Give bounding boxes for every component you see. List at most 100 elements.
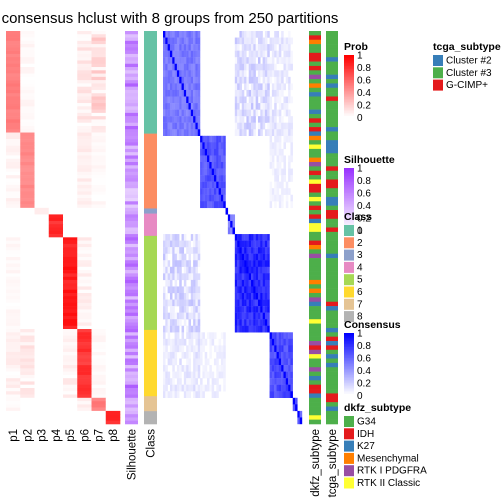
consensus-cell — [181, 306, 185, 313]
consensus-cell — [251, 116, 254, 123]
consensus-cell — [186, 50, 189, 58]
column-label-dkfz-subtype: dkfz_subtype — [310, 429, 322, 497]
consensus-cell — [163, 234, 166, 241]
membership-cell — [91, 420, 107, 425]
consensus-cell — [183, 306, 187, 313]
column-label-p7: p7 — [94, 429, 106, 442]
membership-cell — [20, 240, 35, 245]
consensus-cell — [257, 247, 261, 254]
membership-cell — [63, 263, 78, 268]
consensus-cell — [239, 122, 242, 130]
membership-cell — [34, 168, 50, 173]
class-block-8 — [144, 411, 157, 425]
membership-cell — [34, 116, 50, 120]
consensus-cell — [181, 332, 185, 340]
silhouette-legend-gradient-step — [344, 172, 354, 175]
consensus-cell — [278, 142, 282, 150]
consensus-cell — [195, 103, 198, 110]
membership-cell — [6, 309, 21, 313]
membership-cell — [91, 201, 107, 205]
consensus-cell — [283, 371, 286, 379]
consensus-cell — [169, 319, 173, 326]
consensus-cell — [281, 391, 284, 398]
consensus-cell — [179, 312, 182, 320]
membership-cell — [48, 207, 64, 212]
consensus-cell — [260, 234, 263, 241]
consensus-cell — [209, 384, 212, 392]
consensus-cell — [234, 50, 238, 58]
consensus-cell — [204, 181, 208, 189]
consensus-cell — [169, 351, 173, 359]
consensus-legend-gradient-step — [344, 336, 354, 339]
silhouette-cell — [125, 109, 138, 114]
consensus-cell — [271, 63, 275, 71]
membership-cell — [63, 119, 78, 123]
consensus-cell — [213, 378, 217, 385]
consensus-cell — [285, 50, 289, 58]
consensus-cell — [257, 63, 261, 71]
membership-cell — [6, 109, 21, 114]
membership-cell — [34, 286, 50, 291]
consensus-cell — [213, 142, 217, 150]
membership-cell — [6, 60, 21, 65]
consensus-cell — [193, 299, 196, 307]
silhouette-cell — [125, 112, 138, 117]
consensus-cell — [165, 70, 168, 78]
consensus-cell — [269, 371, 273, 379]
consensus-cell — [251, 31, 254, 38]
prob-legend-gradient-step — [344, 76, 354, 79]
consensus-cell — [251, 57, 254, 64]
consensus-cell — [290, 155, 293, 163]
dkfz-subtype-cell — [309, 410, 321, 416]
membership-cell — [20, 34, 35, 38]
membership-cell — [20, 119, 35, 123]
tcga-subtype-cell — [326, 393, 338, 399]
column-label-p6: p6 — [79, 429, 91, 442]
membership-cell — [48, 256, 64, 261]
consensus-legend-gradient-step — [344, 350, 354, 353]
consensus-cell — [274, 63, 277, 71]
consensus-cell — [195, 240, 198, 248]
consensus-cell — [264, 63, 268, 71]
consensus-cell — [237, 319, 240, 326]
consensus-cell — [188, 89, 191, 97]
consensus-cell — [183, 253, 187, 261]
membership-cell — [48, 99, 64, 104]
dkfz-subtype-cell — [309, 367, 321, 372]
class-legend-label: 3 — [357, 250, 363, 261]
consensus-cell — [253, 109, 256, 117]
silhouette-cell — [125, 217, 138, 222]
consensus-cell — [281, 116, 284, 123]
membership-cell — [48, 342, 64, 346]
membership-cell — [91, 152, 107, 156]
consensus-cell — [234, 116, 238, 123]
membership-cell — [34, 319, 50, 323]
consensus-cell — [163, 37, 166, 45]
dkfz-subtype-cell — [309, 266, 321, 272]
consensus-cell — [244, 70, 247, 78]
membership-cell — [34, 122, 50, 127]
membership-cell — [63, 220, 78, 225]
silhouette-legend-gradient-step — [344, 203, 354, 206]
membership-cell — [91, 325, 107, 330]
consensus-cell — [193, 253, 196, 261]
consensus-cell — [244, 299, 247, 307]
membership-cell — [34, 355, 50, 359]
consensus-cell — [174, 57, 178, 64]
consensus-cell — [271, 83, 275, 91]
consensus-cell — [174, 247, 178, 254]
consensus-cell — [237, 122, 240, 130]
membership-cell — [105, 401, 121, 405]
consensus-cell — [169, 312, 173, 320]
consensus-cell — [176, 109, 180, 117]
consensus-cell — [285, 181, 289, 189]
consensus-cell — [251, 306, 254, 313]
consensus-cell — [288, 57, 291, 64]
dkfz-subtype-cell — [309, 61, 321, 67]
consensus-cell — [274, 201, 277, 209]
consensus-cell — [172, 299, 175, 307]
membership-cell — [63, 135, 78, 140]
dkfz-subtype-cell — [309, 384, 321, 390]
consensus-cell — [163, 391, 166, 398]
prob-legend-gradient-step — [344, 86, 354, 89]
